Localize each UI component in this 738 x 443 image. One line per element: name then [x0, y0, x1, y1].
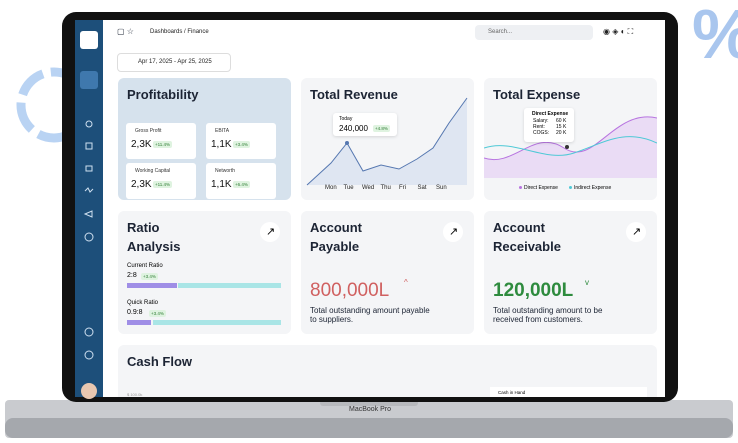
search-box[interactable]: Search... [475, 25, 593, 40]
profitability-card: Profitability Gross Profit 2,3K +11.4% EBIT… [118, 78, 291, 200]
metric-change: +11.4% [153, 181, 173, 188]
cashflow-legend-box: Cash in Hand [490, 387, 647, 397]
revenue-card: Total Revenue Today 240,000 +4.8% Mon Tue… [301, 78, 474, 200]
svg-text:%: % [692, 0, 738, 73]
ratio-card: Ratio Analysis ↗ Current Ratio 2:8 +3.4% Qu… [118, 211, 291, 334]
day-label: Wed [362, 185, 375, 191]
up-icon: v [585, 278, 589, 287]
breadcrumb: Dashboards / Finance [150, 29, 209, 35]
tooltip-title: Direct Expense [532, 111, 569, 117]
day-label: Fri [399, 185, 406, 191]
card-title: Total Expense [493, 87, 581, 102]
metric-tile: Networth 1,1K +6.4% [206, 163, 276, 199]
card-title: Analysis [127, 239, 181, 254]
metric-label: Networth [215, 168, 236, 174]
cashflow-card: Cash Flow $ 100.0k Cash in Hand [118, 345, 657, 397]
description: Total outstanding amount payable to supp… [310, 306, 430, 324]
ratio-change: +3.4% [141, 273, 158, 280]
metric-tile: Working Capital 2,3K +11.4% [126, 163, 196, 199]
card-title: Ratio [127, 220, 160, 235]
sidebar-toggle[interactable]: ▢ ☆ [117, 27, 134, 36]
revenue-tooltip: Today 240,000 +4.8% [333, 113, 397, 136]
revenue-chart [306, 97, 468, 186]
card-title: Total Revenue [310, 87, 398, 102]
date-picker[interactable]: Apr 17, 2025 - Apr 25, 2025 [117, 53, 231, 72]
expense-chart [484, 116, 657, 178]
ratio-label: Quick Ratio [127, 300, 159, 306]
top-icons[interactable]: ◉ ◈ ◐ ⛶ [603, 27, 634, 36]
axis-label: $ 100.0k [127, 392, 143, 397]
tooltip-cell: 60 K [556, 118, 567, 124]
day-label: Tue [343, 185, 354, 191]
card-title: Account [493, 220, 545, 235]
tooltip-value: 240,000 [339, 124, 368, 133]
open-button[interactable]: ↗ [260, 222, 280, 242]
legend-text: Indirect Expense [574, 185, 612, 191]
day-label: Thu [380, 185, 391, 191]
open-button[interactable]: ↗ [626, 222, 646, 242]
legend-item: Direct Expense [519, 185, 558, 191]
payable-card: Account Payable ↗ 800,000L ^ Total outst… [301, 211, 474, 334]
metric-value: 1,1K [211, 139, 232, 150]
device-label: MacBook Pro [349, 406, 392, 413]
legend-item: Indirect Expense [569, 185, 611, 191]
metric-value: 2,3K [131, 179, 152, 190]
day-label: Sun [436, 185, 447, 191]
tooltip-cell: COGS: [533, 130, 550, 136]
metric-change: +11.4% [153, 141, 173, 148]
card-title: Profitability [127, 87, 199, 102]
legend-text: Direct Expense [524, 185, 558, 191]
tooltip-change: +4.8% [373, 125, 390, 132]
ratio-value: 2:8 [127, 272, 137, 279]
tooltip-cell: Salary: [533, 118, 549, 124]
card-title: Cash Flow [127, 354, 193, 369]
tooltip-cell: 20 K [556, 130, 567, 136]
amount: 800,000L [310, 280, 390, 301]
metric-change: +6.4% [233, 181, 250, 188]
metric-change: +3.4% [233, 141, 250, 148]
metric-label: Working Capital [135, 168, 171, 174]
card-title: Account [310, 220, 362, 235]
description: Total outstanding amount to be received … [493, 306, 603, 324]
legend: Cash in Hand [498, 390, 526, 395]
legend-dot [569, 186, 572, 189]
tooltip-label: Today [339, 116, 353, 122]
ratio-bar-rest [178, 283, 281, 288]
ratio-label: Current Ratio [127, 263, 163, 269]
metric-value: 2,3K [131, 139, 152, 150]
ratio-bar-rest [153, 320, 281, 325]
ratio-bar [127, 320, 151, 325]
down-icon: ^ [404, 278, 408, 287]
date-range: Apr 17, 2025 - Apr 25, 2025 [138, 59, 212, 65]
day-label: Mon [325, 185, 337, 191]
amount: 120,000L [493, 280, 574, 301]
card-title: Receivable [493, 239, 561, 254]
tooltip-cell: Rent: [533, 124, 545, 130]
legend-dot [519, 186, 522, 189]
expense-tooltip: Direct Expense Salary: 60 K Rent: 15 K COGS: 2… [524, 108, 574, 142]
receivable-card: Account Receivable ↗ 120,000L v Total ou… [484, 211, 657, 334]
ratio-bar [127, 283, 177, 288]
tooltip-cell: 15 K [556, 124, 567, 130]
search-placeholder: Search... [488, 29, 513, 35]
metric-value: 1,1K [211, 179, 232, 190]
metric-tile: EBITA 1,1K +3.4% [206, 123, 276, 159]
open-button[interactable]: ↗ [443, 222, 463, 242]
card-title: Payable [310, 239, 360, 254]
ratio-change: +3.4% [149, 310, 166, 317]
metric-label: EBITA [215, 128, 230, 134]
metric-tile: Gross Profit 2,3K +11.4% [126, 123, 196, 159]
ratio-value: 0.9:8 [127, 309, 143, 316]
day-label: Sat [417, 185, 427, 191]
metric-label: Gross Profit [135, 128, 162, 134]
